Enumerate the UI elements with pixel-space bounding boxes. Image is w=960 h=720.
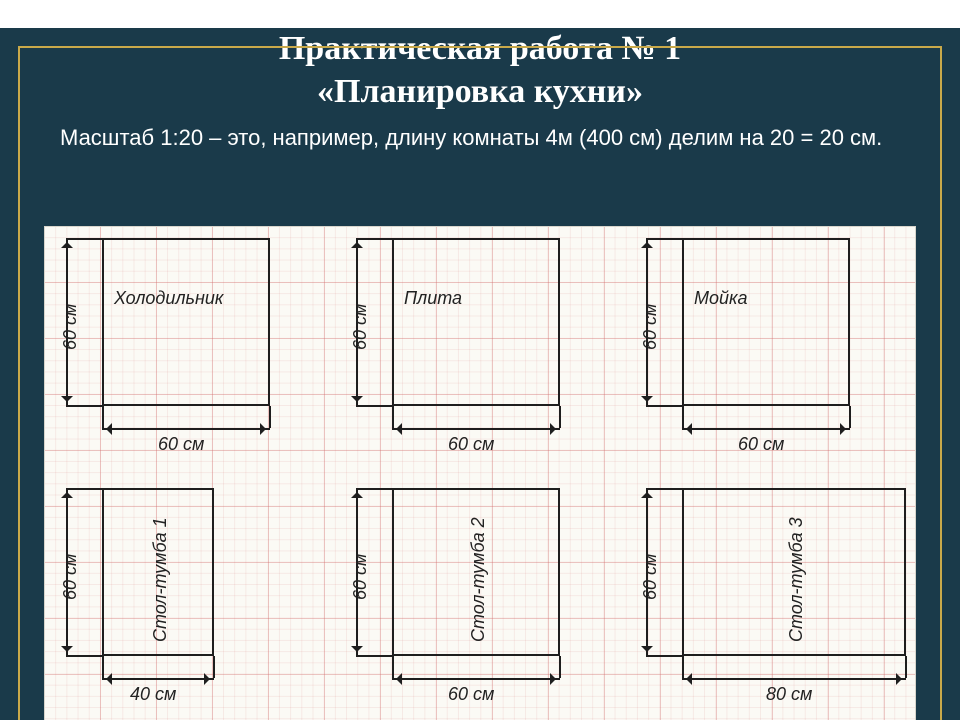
box-sink [682,238,850,406]
label-cab3: Стол-тумба 3 [786,517,807,642]
item-fridge: Холодильник60 см60 см [102,238,330,466]
box-stove [392,238,560,406]
hdim-label-cab1: 40 см [130,684,176,705]
hdim-label-cab3: 80 см [766,684,812,705]
item-cab3: Стол-тумба 360 см80 см [682,488,960,716]
hdim-arrow-fridge [102,428,270,430]
vdim-label-fridge: 60 см [60,304,81,350]
item-cab2: Стол-тумба 260 см60 см [392,488,620,716]
vdim-label-sink: 60 см [640,304,661,350]
item-cab1: Стол-тумба 160 см40 см [102,488,274,716]
hdim-arrow-stove [392,428,560,430]
hdim-label-sink: 60 см [738,434,784,455]
label-stove: Плита [404,288,462,309]
box-fridge [102,238,270,406]
vdim-label-cab2: 60 см [350,554,371,600]
hdim-arrow-cab2 [392,678,560,680]
hdim-label-fridge: 60 см [158,434,204,455]
label-cab2: Стол-тумба 2 [468,517,489,642]
vdim-label-cab1: 60 см [60,554,81,600]
hdim-arrow-sink [682,428,850,430]
item-sink: Мойка60 см60 см [682,238,910,466]
vdim-label-cab3: 60 см [640,554,661,600]
hdim-label-cab2: 60 см [448,684,494,705]
hdim-label-stove: 60 см [448,434,494,455]
label-cab1: Стол-тумба 1 [150,517,171,642]
slide: Практическая работа № 1 «Планировка кухн… [0,28,960,720]
vdim-label-stove: 60 см [350,304,371,350]
graph-paper: Холодильник 60 см 60 см Плита 60 см 60 см Мойк… [44,226,916,720]
hdim-arrow-cab3 [682,678,906,680]
hdim-arrow-cab1 [102,678,214,680]
item-stove: Плита60 см60 см [392,238,620,466]
label-fridge: Холодильник [114,288,223,309]
label-sink: Мойка [694,288,748,309]
